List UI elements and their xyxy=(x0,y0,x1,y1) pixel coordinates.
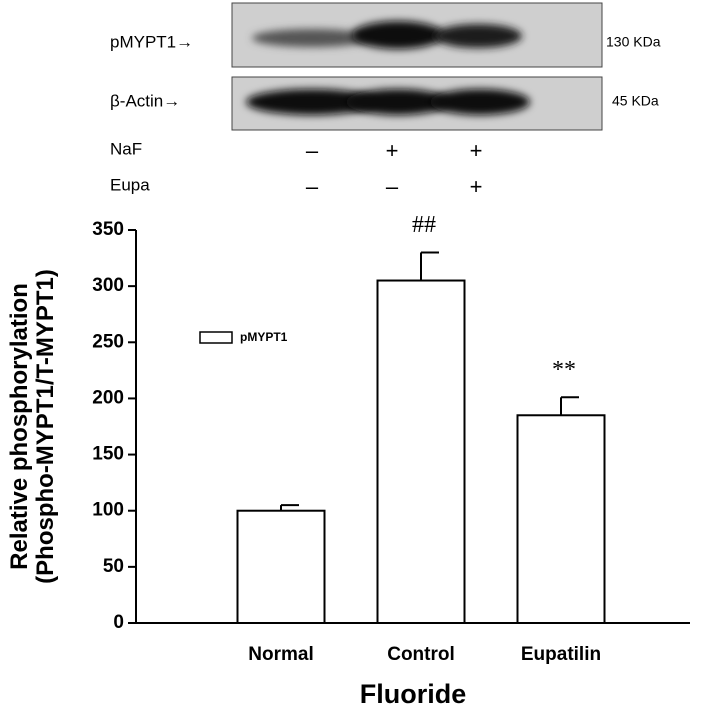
bar xyxy=(376,279,466,624)
band xyxy=(252,29,372,47)
legend-label: pMYPT1 xyxy=(240,330,288,344)
y-axis-label-line: (Phospho-MYPT1/T-MYPT1) xyxy=(32,269,59,584)
legend-swatch xyxy=(199,331,233,344)
y-tick-label: 300 xyxy=(92,275,124,296)
band xyxy=(352,21,444,49)
y-tick-label: 200 xyxy=(92,387,124,408)
y-tick-label: 100 xyxy=(92,500,124,521)
treatment-sign: – xyxy=(306,174,319,199)
band-label: β-Actin→ xyxy=(110,91,180,110)
band xyxy=(434,24,522,48)
x-tick-label: Control xyxy=(387,644,455,665)
treatment-label: NaF xyxy=(110,139,142,158)
treatment-sign: – xyxy=(386,174,399,199)
treatment-sign: + xyxy=(386,138,399,163)
x-axis-label: Fluoride xyxy=(360,679,467,709)
size-label: 45 KDa xyxy=(612,93,659,109)
band xyxy=(430,89,530,115)
band xyxy=(346,89,450,115)
y-tick-label: 50 xyxy=(103,556,124,577)
x-tick-label: Eupatilin xyxy=(521,644,601,665)
treatment-sign: + xyxy=(470,174,483,199)
y-tick-label: 0 xyxy=(113,612,124,633)
y-axis-label: Relative phosphorylation(Phospho-MYPT1/T… xyxy=(6,269,59,584)
y-tick-label: 350 xyxy=(92,219,124,240)
significance-label: ## xyxy=(412,212,436,238)
band-label: pMYPT1→ xyxy=(110,32,193,51)
size-label: 130 KDa xyxy=(606,34,661,50)
band xyxy=(246,89,378,115)
bar xyxy=(516,414,606,624)
y-tick-label: 250 xyxy=(92,331,124,352)
significance-label: ** xyxy=(552,357,576,383)
western-blot xyxy=(231,2,603,131)
x-tick-label: Normal xyxy=(248,644,313,665)
treatment-sign: + xyxy=(470,138,483,163)
y-tick-label: 150 xyxy=(92,444,124,465)
bar xyxy=(236,509,326,625)
treatment-label: Eupa xyxy=(110,175,150,194)
treatment-sign: – xyxy=(306,138,319,163)
y-axis-label-line: Relative phosphorylation xyxy=(6,283,33,570)
